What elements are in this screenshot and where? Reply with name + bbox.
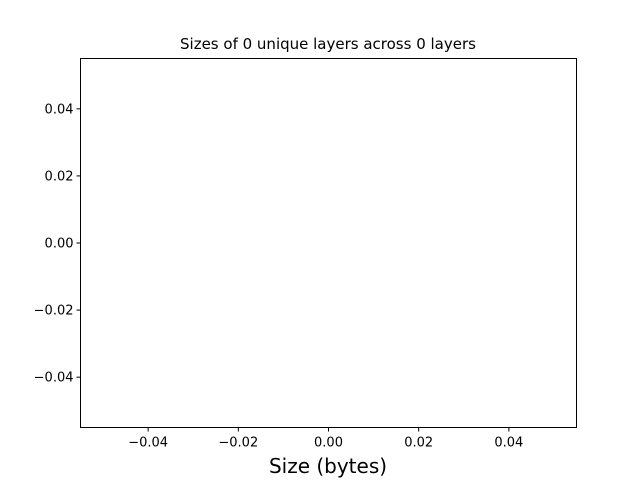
y-tick-label: −0.04 (34, 371, 74, 386)
plot-area (80, 58, 577, 428)
y-tick-label: −0.02 (34, 304, 74, 319)
chart-title: Sizes of 0 unique layers across 0 layers (180, 35, 476, 53)
plot-frame (80, 58, 577, 428)
y-tick-label: 0.02 (45, 169, 74, 184)
x-axis: −0.04 −0.02 0.00 0.02 0.04 (128, 427, 523, 451)
x-tick-label: −0.04 (128, 436, 168, 451)
x-tick-label: 0.04 (494, 436, 523, 451)
y-tick-label: 0.04 (45, 102, 74, 117)
x-tick-label: 0.02 (404, 436, 433, 451)
y-tick-label: 0.00 (45, 237, 74, 252)
x-axis-label: Size (bytes) (269, 454, 387, 478)
x-tick-label: −0.02 (218, 436, 258, 451)
x-tick-label: 0.00 (314, 436, 343, 451)
y-axis: 0.04 0.02 0.00 −0.02 −0.04 (34, 102, 81, 386)
